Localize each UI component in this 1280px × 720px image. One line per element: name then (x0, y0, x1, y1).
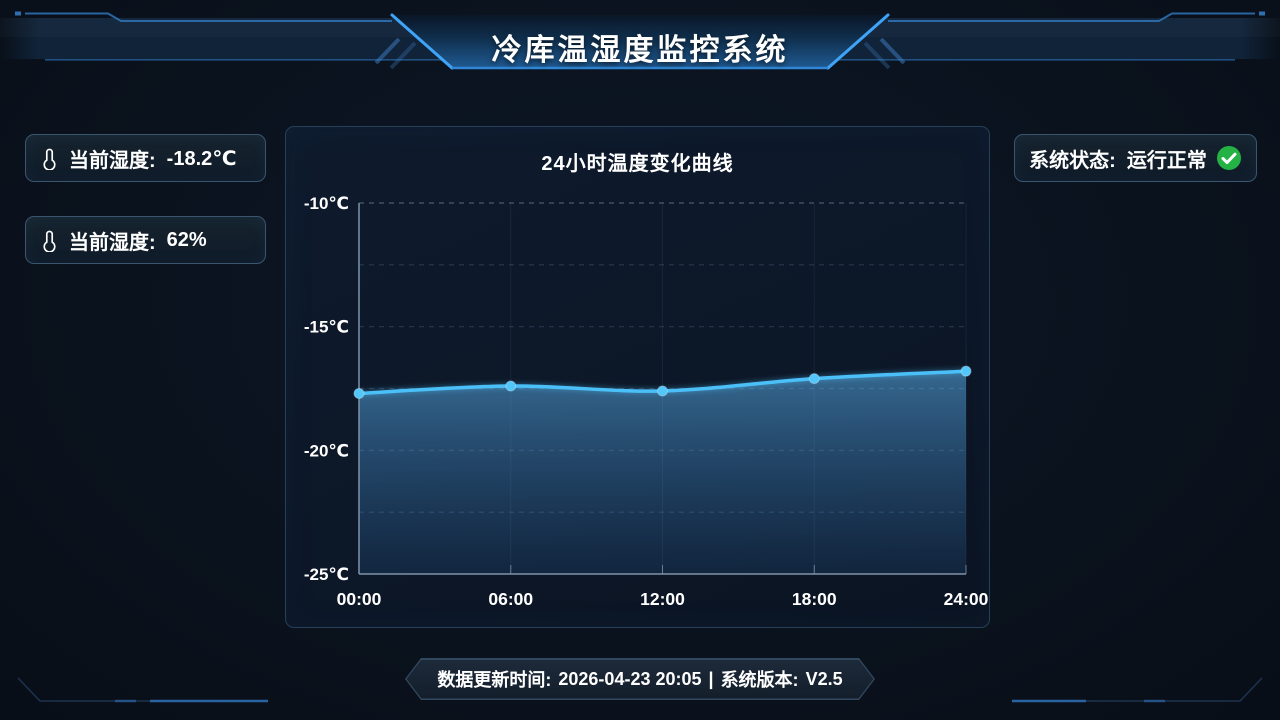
data-point (808, 373, 820, 385)
temperature-chart-panel: 24小时温度变化曲线 -10℃ -15℃ -20℃ -25℃ 00:00 06:00 12:… (285, 126, 990, 628)
x-axis-label: 00:00 (337, 589, 382, 609)
data-point (353, 387, 365, 399)
data-point (657, 385, 668, 397)
status-label: 系统状态: (1029, 149, 1116, 172)
chart-plot-area[interactable] (359, 203, 966, 574)
slash-decoration-right (879, 37, 906, 65)
y-axis-label: -20℃ (304, 441, 349, 460)
check-circle-icon (1216, 145, 1242, 171)
y-axis-label: -10℃ (304, 194, 349, 213)
update-time-value: 2026-04-23 20:05 (558, 668, 702, 689)
banner-edge-right (826, 13, 890, 70)
x-axis-label: 24:00 (944, 589, 989, 609)
x-axis-label: 12:00 (640, 589, 685, 609)
current-temperature-card: 当前湿度: -18.2℃ (25, 134, 266, 182)
x-axis-label: 06:00 (488, 589, 533, 609)
circuit-line-right (888, 12, 1255, 22)
temperature-area (359, 371, 966, 574)
slash-decoration-right-2 (863, 41, 891, 70)
card-label: 当前湿度: (69, 149, 156, 172)
thermometer-icon (39, 147, 60, 170)
card-label: 当前湿度: (69, 231, 156, 254)
slash-decoration-left (374, 37, 401, 65)
data-point (505, 380, 517, 392)
header-decoration (0, 11, 1280, 70)
title-banner (392, 15, 888, 68)
update-time-label: 数据更新时间: (437, 670, 552, 690)
x-axis-label: 18:00 (792, 589, 837, 609)
version-label: 系统版本: (720, 670, 799, 690)
banner-edge-left (390, 13, 454, 70)
status-value: 运行正常 (1126, 149, 1207, 172)
footer-content: 数据更新时间: 2026-04-23 20:05 | 系统版本: V2.5 (407, 660, 874, 699)
thermometer-icon (39, 229, 60, 252)
slash-decoration-left-2 (389, 41, 417, 70)
chart-title: 24小时温度变化曲线 (541, 153, 734, 175)
temperature-chart: -10℃ -15℃ -20℃ -25℃ 00:00 06:00 12:00 18:00 24:0… (304, 194, 989, 609)
circuit-node-right (1259, 11, 1265, 16)
footer-bar: 数据更新时间: 2026-04-23 20:05 | 系统版本: V2.5 (405, 658, 875, 700)
version-value: V2.5 (805, 668, 843, 689)
circuit-node-left (15, 11, 21, 16)
page-title: 冷库温湿度监控系统 (491, 34, 789, 67)
footer-decoration (17, 677, 1263, 703)
circuit-line-left (25, 12, 392, 22)
system-status-card: 系统状态: 运行正常 (1014, 134, 1257, 182)
card-value: 62% (166, 228, 207, 251)
current-humidity-card: 当前湿度: 62% (25, 216, 266, 264)
y-axis-label: -15℃ (304, 318, 349, 337)
y-axis-label: -25℃ (304, 565, 349, 584)
footer-separator: | (708, 668, 714, 689)
circuit-line-bottom-left (17, 677, 268, 702)
circuit-line-bottom-right (1012, 677, 1263, 702)
card-value: -18.2℃ (166, 147, 237, 170)
data-point (960, 365, 972, 377)
